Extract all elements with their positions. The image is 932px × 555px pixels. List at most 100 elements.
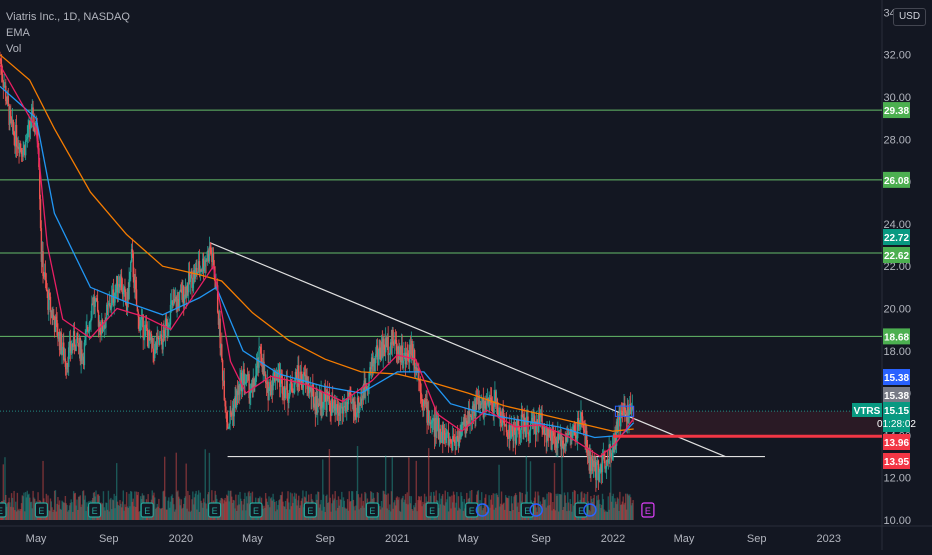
volume-bar <box>85 511 87 520</box>
candle-body <box>585 430 587 444</box>
candle-body <box>308 386 311 394</box>
volume-bar <box>235 510 238 520</box>
volume-bar <box>454 507 456 520</box>
candle-body <box>322 402 325 408</box>
volume-bar <box>290 506 293 520</box>
candle-body <box>125 304 128 311</box>
volume-bar <box>365 493 367 520</box>
candle-body <box>380 350 382 360</box>
candle-body <box>170 301 173 305</box>
candle-body <box>565 437 567 447</box>
candle-body <box>138 316 140 331</box>
candle-body <box>524 417 526 427</box>
volume-bar <box>60 509 62 520</box>
volume-bar <box>554 510 557 520</box>
candle-body <box>600 464 602 467</box>
volume-bar <box>560 494 562 520</box>
candle-body <box>428 422 431 424</box>
price-label-value: 22.62 <box>884 251 909 262</box>
candle-body <box>187 271 190 293</box>
candle-body <box>394 339 397 341</box>
candle-body <box>198 261 201 273</box>
candle-body <box>632 406 634 410</box>
volume-bar <box>624 502 626 520</box>
volume-bar <box>625 509 628 520</box>
candle-body <box>594 462 596 467</box>
candle-body <box>422 401 424 407</box>
earnings-marker-box <box>0 502 7 518</box>
volume-bar <box>631 503 633 520</box>
candle-body <box>598 472 600 481</box>
candle-body <box>214 277 216 288</box>
volume-bar <box>52 511 54 520</box>
candle-body <box>299 371 302 384</box>
earnings-marker-label: E <box>253 506 259 516</box>
currency-button[interactable]: USD <box>893 8 926 26</box>
volume-bar <box>546 493 548 520</box>
candle-body <box>478 396 480 409</box>
candle-body <box>72 331 75 347</box>
volume-bar <box>422 501 424 520</box>
volume-bar <box>414 502 417 520</box>
candle-body <box>511 425 513 432</box>
volume-bar <box>538 507 541 520</box>
volume-bar <box>600 504 603 520</box>
volume-bar <box>278 500 280 520</box>
volume-bar <box>294 498 297 520</box>
indicator-vol-label[interactable]: Vol <box>6 43 22 55</box>
candle-body <box>24 145 26 156</box>
candle-body <box>430 422 432 425</box>
candle-body <box>125 292 127 305</box>
volume-bar <box>162 491 164 520</box>
candle-body <box>87 331 90 333</box>
candle-body <box>303 372 305 386</box>
indicator-ema-label[interactable]: EMA <box>6 27 30 39</box>
volume-bar <box>420 496 422 520</box>
earnings-marker-box <box>140 502 154 518</box>
candle-body <box>53 314 55 321</box>
volume-bar <box>489 507 491 520</box>
volume-bar <box>480 492 483 520</box>
dividend-marker <box>583 503 597 517</box>
volume-bar <box>288 502 290 520</box>
candle-body <box>393 343 395 345</box>
candle-body <box>402 360 404 363</box>
y-tick-label: 12.00 <box>883 473 911 485</box>
volume-bar <box>19 508 22 520</box>
volume-bar <box>262 508 264 520</box>
candle-body <box>433 418 436 437</box>
candle-body <box>275 373 278 381</box>
candle-body <box>201 271 203 272</box>
candle-body <box>49 296 52 313</box>
candle-body <box>286 379 288 399</box>
candle-body <box>88 322 91 332</box>
candle-body <box>255 375 257 387</box>
volume-bar <box>442 494 444 520</box>
candle-body <box>525 418 528 437</box>
candle-body <box>369 367 371 373</box>
volume-bar <box>620 504 623 520</box>
candle-body <box>513 427 515 441</box>
candle-body <box>492 403 494 414</box>
volume-bar <box>300 500 302 520</box>
candle-body <box>615 432 617 446</box>
candle-body <box>52 314 54 319</box>
volume-bar <box>287 491 289 520</box>
volume-bar <box>194 493 197 520</box>
candle-body <box>80 349 82 362</box>
candle-body <box>126 288 129 311</box>
volume-bar <box>557 511 560 520</box>
volume-bar <box>272 493 274 520</box>
volume-bar <box>423 493 426 520</box>
candle-body <box>43 275 45 277</box>
candle-body <box>244 383 246 386</box>
volume-bar <box>178 496 180 520</box>
volume-bar <box>626 493 629 520</box>
volume-bar <box>165 509 168 520</box>
candle-body <box>15 124 17 147</box>
volume-bar <box>22 496 24 520</box>
candle-body <box>450 440 452 442</box>
volume-bar <box>351 491 353 520</box>
